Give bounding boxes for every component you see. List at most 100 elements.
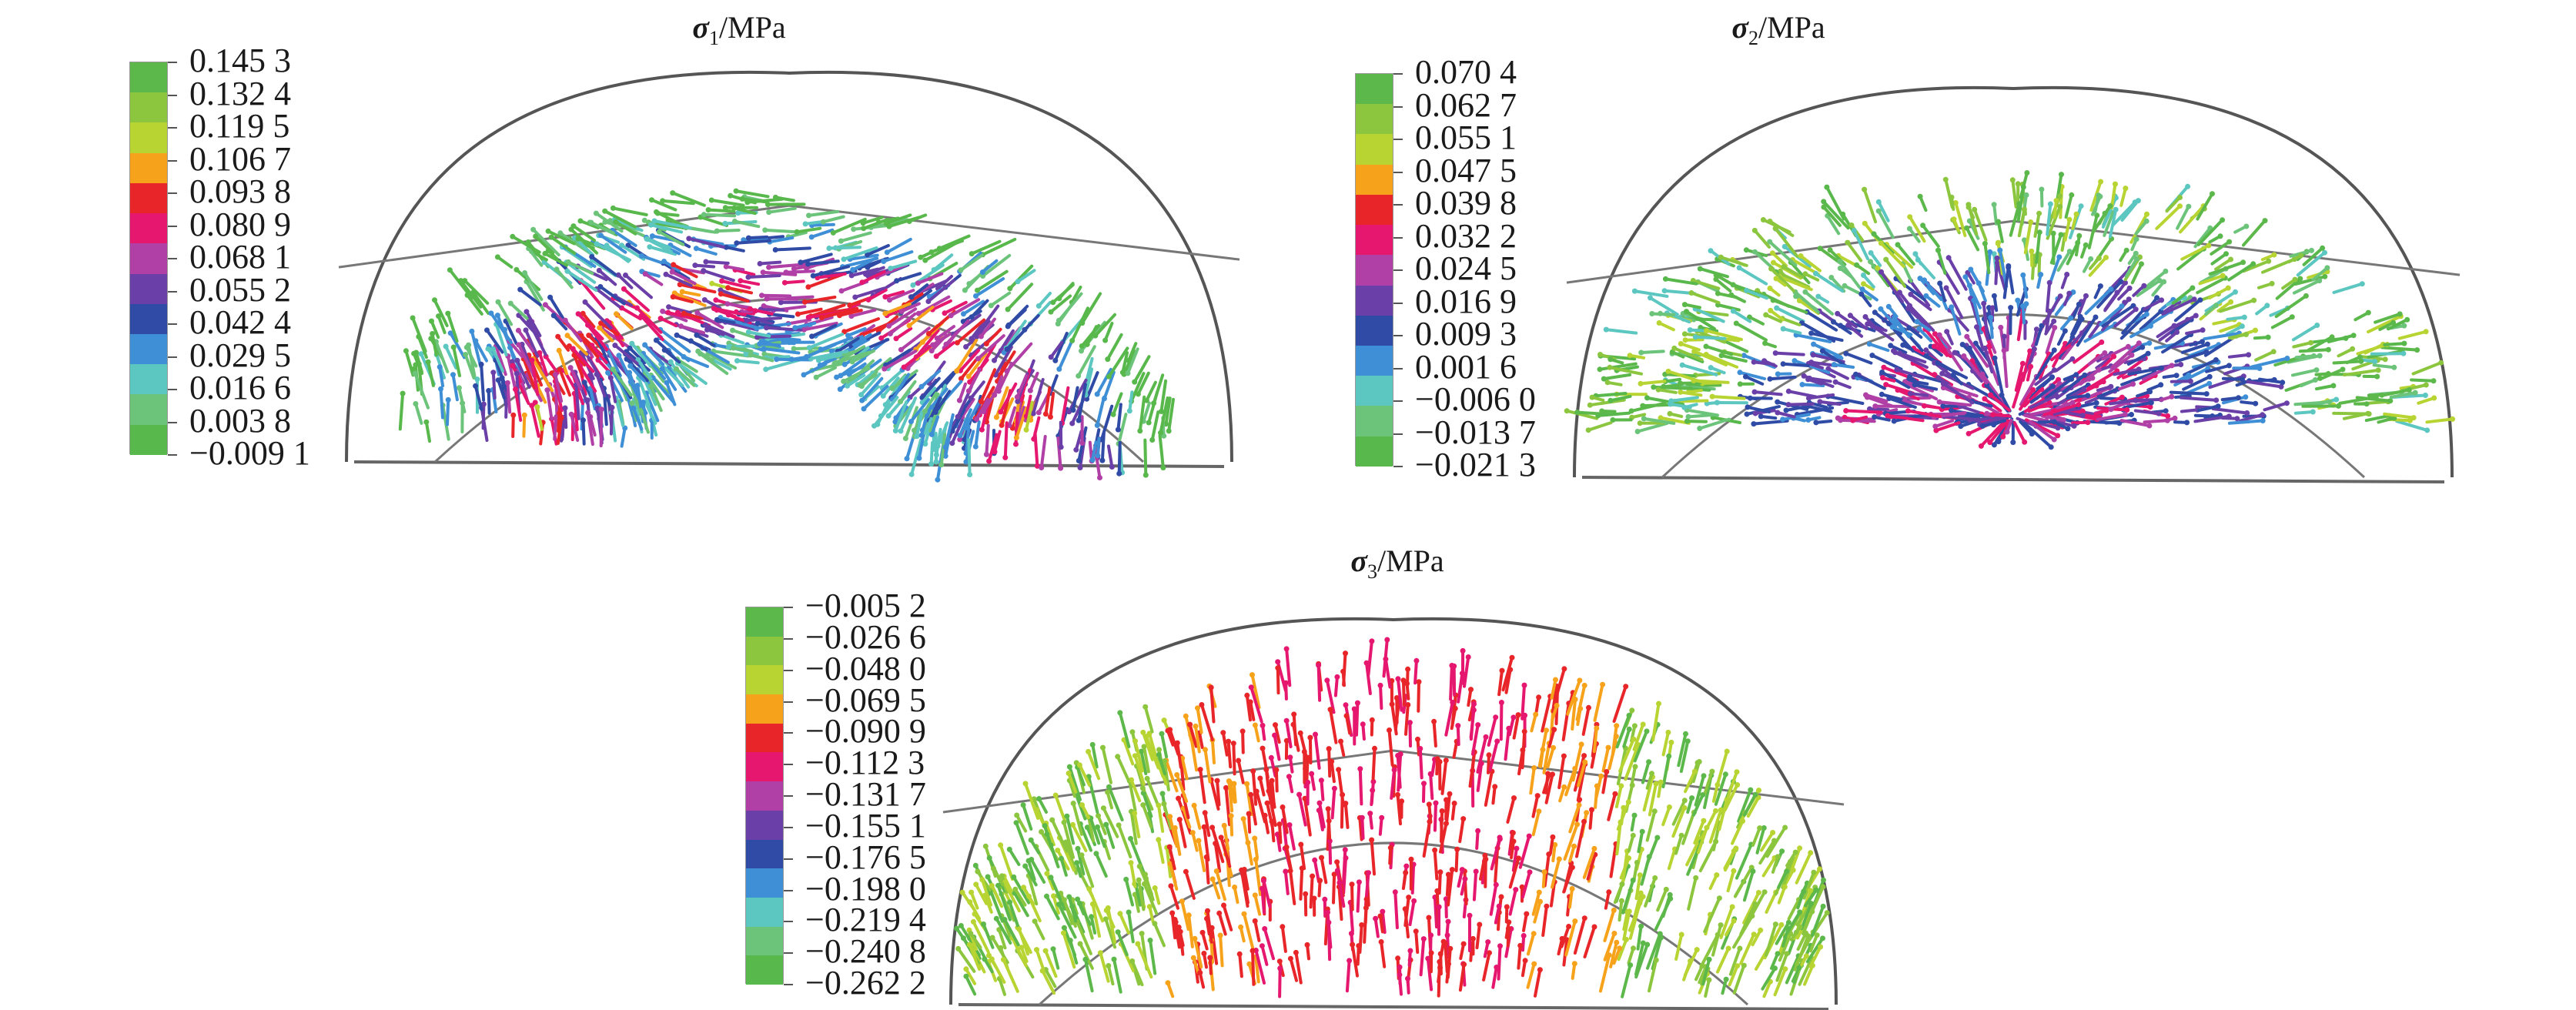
stress-vector-head <box>958 267 964 273</box>
stress-vector-head <box>865 296 871 303</box>
stress-vector-head <box>1646 759 1652 765</box>
stress-vector <box>1112 392 1123 416</box>
stress-vector-head <box>1526 833 1532 839</box>
stress-vector-head <box>1201 951 1207 956</box>
stress-vector <box>1363 898 1369 925</box>
stress-vector-head <box>1724 748 1730 754</box>
stress-vector <box>862 384 889 410</box>
stress-vector-head <box>1689 795 1695 801</box>
stress-vector <box>1463 655 1470 688</box>
stress-vector-head <box>1199 929 1206 935</box>
stress-vector <box>1308 736 1313 764</box>
stress-vector-head <box>1079 348 1084 354</box>
stress-vector-head <box>795 311 801 317</box>
stress-vector <box>888 289 915 302</box>
legend-tick <box>168 454 177 456</box>
legend-value-label: −0.009 1 <box>189 434 310 473</box>
stress-vector-head <box>734 358 740 364</box>
stress-vector-head <box>1159 731 1165 737</box>
stress-vector-head <box>674 332 680 338</box>
stress-vector-head <box>1186 912 1192 918</box>
stress-vector <box>842 317 880 333</box>
stress-vector <box>446 398 450 426</box>
stress-vector <box>424 420 431 443</box>
stress-vector-head <box>1758 927 1764 933</box>
stress-vector-head <box>1666 804 1672 810</box>
stress-vector <box>604 345 622 377</box>
stress-vector-head <box>1089 741 1096 747</box>
stress-vector-head <box>1756 788 1761 794</box>
stress-vector-head <box>443 343 449 349</box>
stress-vector-head <box>961 311 966 317</box>
stress-vector-head <box>1497 943 1503 949</box>
stress-vector-head <box>661 259 667 264</box>
stress-vector-head <box>1156 747 1162 753</box>
stress-vector-head <box>901 364 907 370</box>
stress-vector-head <box>1363 896 1370 902</box>
stress-vector-head <box>1475 828 1481 834</box>
stress-vector-head <box>1631 723 1638 729</box>
stress-vector <box>491 370 497 400</box>
stress-vector-head <box>754 325 760 331</box>
stress-vector-head <box>1191 802 1197 808</box>
stress-vector-head <box>915 310 922 316</box>
stress-vector-head <box>1628 962 1634 968</box>
stress-vector-head <box>1709 768 1715 774</box>
stress-vector <box>1661 805 1671 827</box>
stress-vector-head <box>1784 951 1790 957</box>
stress-vector-head <box>1514 845 1520 851</box>
stress-vector <box>1356 944 1360 966</box>
stress-vector-head <box>1103 821 1109 828</box>
stress-vector <box>981 237 1017 256</box>
stress-vector <box>595 287 621 309</box>
stress-vector <box>1084 367 1094 397</box>
stress-vector <box>1147 391 1159 424</box>
stress-vector-head <box>521 412 527 418</box>
stress-vector-head <box>1142 472 1149 478</box>
stress-vector-head <box>808 234 815 240</box>
stress-vector <box>1320 856 1328 885</box>
stress-vector <box>1621 963 1632 998</box>
stress-vector <box>1387 728 1394 767</box>
stress-vector <box>1432 720 1437 747</box>
stress-vector <box>614 220 637 236</box>
stress-vector-head <box>530 226 537 232</box>
stress-vector <box>1253 893 1262 916</box>
stress-vector-head <box>469 328 475 334</box>
stress-vector <box>734 268 756 276</box>
stress-vector-head <box>1097 950 1103 956</box>
stress-vector <box>1247 812 1252 834</box>
stress-vector <box>644 400 657 425</box>
stress-vector <box>527 320 547 356</box>
stress-vector-head <box>1455 723 1461 729</box>
stress-vector <box>1288 823 1296 851</box>
stress-vector-head <box>1460 941 1467 947</box>
stress-vector-head <box>627 345 633 351</box>
stress-vector <box>1253 837 1259 860</box>
stress-vector-head <box>666 304 672 310</box>
stress-vector <box>531 228 560 256</box>
stress-vector-head <box>954 368 960 374</box>
stress-vector-head <box>1536 889 1542 895</box>
stress-vector-head <box>1231 781 1237 787</box>
stress-vector <box>611 367 633 397</box>
stress-vector <box>1209 686 1216 724</box>
stress-vector <box>679 324 705 335</box>
stress-vector-head <box>1286 822 1293 828</box>
stress-vector-head <box>456 385 462 391</box>
stress-vector <box>1022 803 1033 831</box>
stress-vector <box>1037 292 1052 308</box>
stress-vector-head <box>766 264 772 270</box>
legend-value-label: 0.055 2 <box>189 270 291 309</box>
stress-vector-head <box>1729 904 1735 910</box>
stress-vector-head <box>1420 936 1427 942</box>
stress-vector <box>1156 804 1165 833</box>
stress-vector-head <box>1369 638 1375 644</box>
stress-vector <box>1187 913 1194 948</box>
stress-vector-head <box>665 309 671 316</box>
stress-vector-head <box>1105 905 1111 911</box>
stress-vector <box>955 338 979 373</box>
stress-vector <box>1541 905 1548 937</box>
stress-vector <box>581 312 596 329</box>
stress-vector-head <box>693 246 699 252</box>
